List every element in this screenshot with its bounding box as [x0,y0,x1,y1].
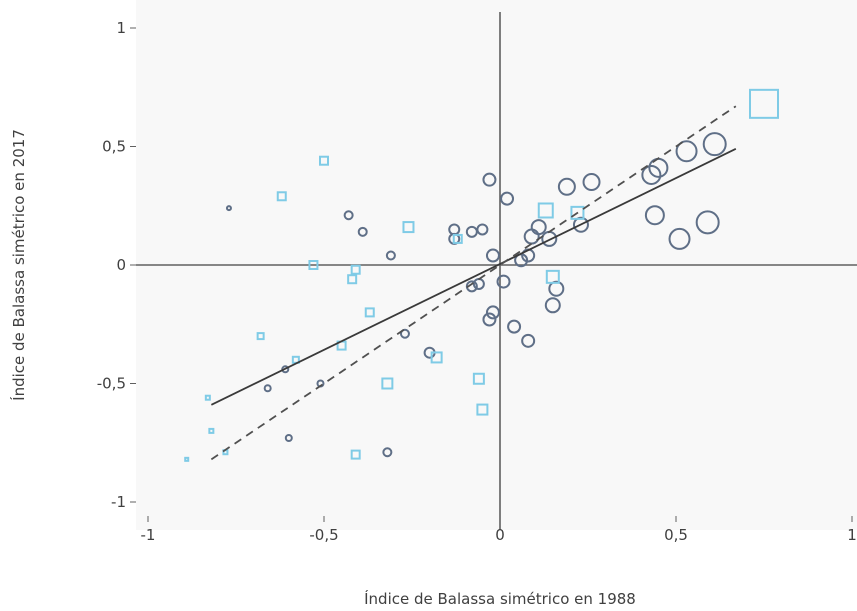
x-axis-title: Índice de Balassa simétrico en 1988 [364,589,636,608]
circle-point [399,328,410,339]
square-point [208,427,215,434]
square-point [472,372,485,385]
dashed-trend-line [210,105,737,461]
square-point [749,88,779,119]
circle-point [557,177,576,196]
circle-point [225,205,232,212]
circle-point [465,225,478,238]
circle-point [548,280,565,297]
square-point [430,351,443,364]
circle-point [482,172,497,187]
x-tick-label: 0 [495,526,505,544]
square-point [381,377,394,390]
y-tick-label: -1 [111,493,126,511]
circle-point [675,140,698,163]
data-marks [184,88,779,462]
circle-point [357,226,368,237]
circle-point [582,173,601,192]
square-point [308,260,319,270]
x-tick-label: 0,5 [664,526,688,544]
circle-point [500,191,515,206]
y-tick-label: -0,5 [97,375,126,393]
circle-point [263,384,272,393]
circle-point [702,132,727,157]
trend-lines [210,105,737,461]
circle-point [343,210,354,221]
y-tick-label: 0 [116,256,126,274]
circle-point [284,434,293,443]
circle-point [695,210,720,235]
y-tick-label: 0,5 [102,138,126,156]
y-tick-label: 1 [116,19,126,37]
square-point [276,191,287,202]
circle-point [496,274,511,289]
circle-point [521,333,536,348]
circle-point [476,223,489,236]
x-tick-label: -0,5 [309,526,338,544]
square-point [570,205,585,220]
solid-trend-line [210,148,737,406]
circle-point [530,219,547,236]
square-point [350,264,361,275]
square-point [347,274,358,285]
circle-point [485,305,500,320]
y-axis-title: Índice de Balassa simétrico en 2017 [9,129,28,401]
x-tick-label: -1 [141,526,156,544]
square-point [350,449,361,460]
circle-point [668,227,691,250]
square-point [476,403,489,416]
x-tick-label: 1 [847,526,857,544]
square-point [319,155,329,166]
circle-point [507,319,522,334]
circle-point [382,447,393,458]
square-point [256,332,265,341]
circle-point [641,164,662,185]
circle-point [485,248,500,263]
square-point [545,269,560,284]
circle-point [572,216,589,233]
circle-point [644,205,665,226]
square-point [402,221,415,234]
square-point [452,233,463,244]
circle-point [482,312,497,327]
square-point [204,394,211,401]
circle-point [385,250,396,261]
square-point [364,307,375,318]
circle-point [544,297,561,314]
ticks: -1 -0,5 0 0,5 1 -1 -0,5 0 0,5 1 [97,19,857,544]
square-point [537,202,554,219]
square-point [184,456,190,462]
